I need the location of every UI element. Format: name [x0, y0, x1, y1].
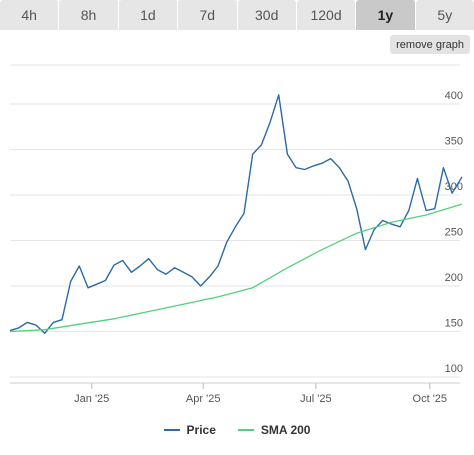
tab-1y[interactable]: 1y [356, 0, 416, 30]
y-tick-label: 250 [445, 227, 463, 239]
sma-200-line [9, 203, 463, 333]
chart-series [9, 94, 463, 334]
legend-item-price[interactable]: Price [163, 423, 216, 437]
tab-120d[interactable]: 120d [296, 0, 357, 30]
x-tick-label: Oct '25 [413, 393, 448, 405]
y-tick-label: 350 [445, 136, 463, 148]
x-axis: Jan '25 Apr '25 Jul '25 Oct '25 [10, 382, 460, 405]
legend-label-sma-200: SMA 200 [260, 423, 311, 437]
x-tick-label: Jan '25 [74, 393, 109, 405]
timeframe-tabs: 4h 8h 1d 7d 30d 120d 1y 5y [0, 0, 474, 30]
tab-8h[interactable]: 8h [59, 0, 119, 30]
chart-grid [10, 64, 460, 378]
y-tick-label: 400 [445, 90, 463, 102]
chart-legend: Price SMA 200 [0, 420, 474, 440]
price-line-swatch [163, 429, 180, 431]
y-tick-label: 100 [445, 363, 463, 375]
tab-7d[interactable]: 7d [178, 0, 238, 30]
y-tick-label: 200 [445, 272, 463, 284]
tab-1d[interactable]: 1d [118, 0, 179, 30]
remove-graph-button[interactable]: remove graph [390, 35, 470, 54]
y-tick-label: 150 [445, 318, 463, 330]
legend-label-price: Price [186, 423, 216, 437]
tab-4h[interactable]: 4h [0, 0, 60, 30]
tab-30d[interactable]: 30d [237, 0, 297, 30]
legend-item-sma-200[interactable]: SMA 200 [237, 423, 311, 437]
x-tick-label: Apr '25 [186, 393, 221, 405]
x-tick-label: Jul '25 [300, 393, 331, 405]
price-line [9, 94, 463, 334]
sma-line-swatch [237, 429, 254, 431]
tab-5y[interactable]: 5y [415, 0, 474, 30]
